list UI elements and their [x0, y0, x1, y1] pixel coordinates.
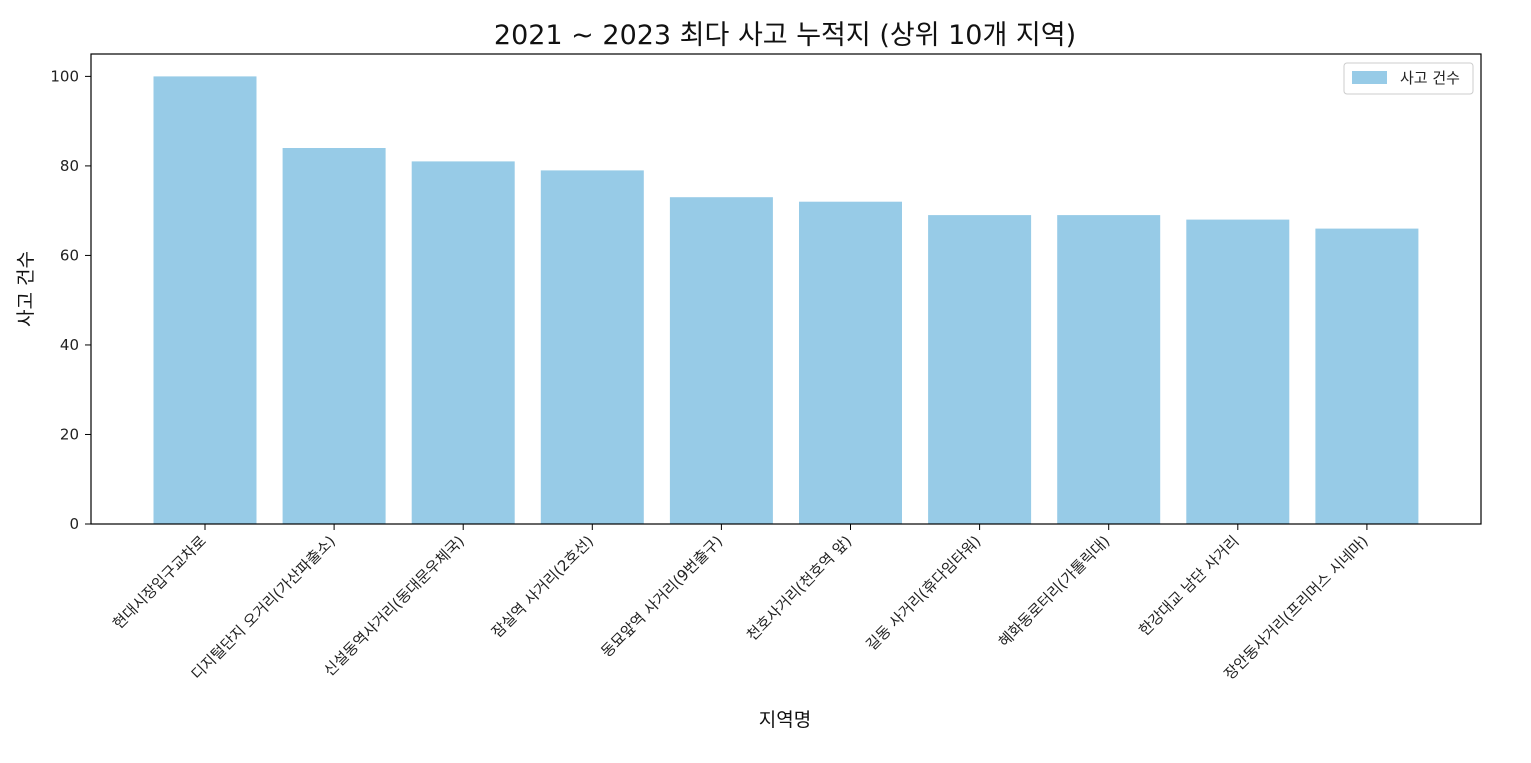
x-tick-label: 길동 사거리(휴다임타워)	[862, 532, 984, 654]
x-tick-label: 천호사거리(천호역 앞)	[743, 532, 855, 644]
x-tick-label: 한강대교 남단 사거리	[1135, 532, 1242, 639]
bar	[540, 170, 644, 524]
x-tick-label: 장안동사거리(프리머스 시네마)	[1220, 532, 1371, 683]
legend-label: 사고 건수	[1400, 69, 1460, 87]
x-tick-label: 디지털단지 오거리(가산파출소)	[188, 532, 339, 683]
bar	[669, 197, 773, 524]
x-tick-label: 현대시장입구교차로	[109, 532, 210, 633]
bar	[1186, 219, 1290, 524]
y-tick-label: 100	[50, 67, 79, 85]
bar	[1315, 228, 1419, 524]
x-axis-title: 지역명	[759, 709, 811, 731]
y-tick-label: 40	[60, 336, 79, 354]
y-tick-label: 20	[60, 426, 79, 444]
bar	[153, 76, 257, 525]
x-tick-label: 혜화동로터리(가톨릭대)	[995, 532, 1114, 651]
bars-group	[153, 76, 1419, 525]
bar	[928, 215, 1032, 524]
x-tick-label: 잠실역 사거리(2호선)	[488, 532, 597, 641]
x-tick-label: 동묘앞역 사거리(9번출구)	[598, 532, 727, 661]
y-axis-ticks: 0 20 40 60 80 100	[50, 67, 91, 533]
bar	[411, 161, 515, 524]
bar	[1057, 215, 1161, 524]
y-axis-title: 사고 건수	[15, 251, 37, 327]
y-tick-label: 60	[60, 246, 79, 264]
bar	[799, 201, 902, 524]
plot-area-frame	[90, 53, 1482, 525]
bar	[282, 148, 386, 524]
y-tick-label: 80	[60, 157, 79, 175]
legend-swatch	[1352, 71, 1387, 84]
x-tick-label: 신설동역사거리(동대문우체국)	[320, 532, 468, 680]
chart-title: 2021 ~ 2023 최다 사고 누적지 (상위 10개 지역)	[494, 20, 1076, 51]
y-tick-label: 0	[69, 515, 79, 533]
legend-box	[1343, 62, 1474, 95]
legend: 사고 건수	[1343, 62, 1474, 95]
